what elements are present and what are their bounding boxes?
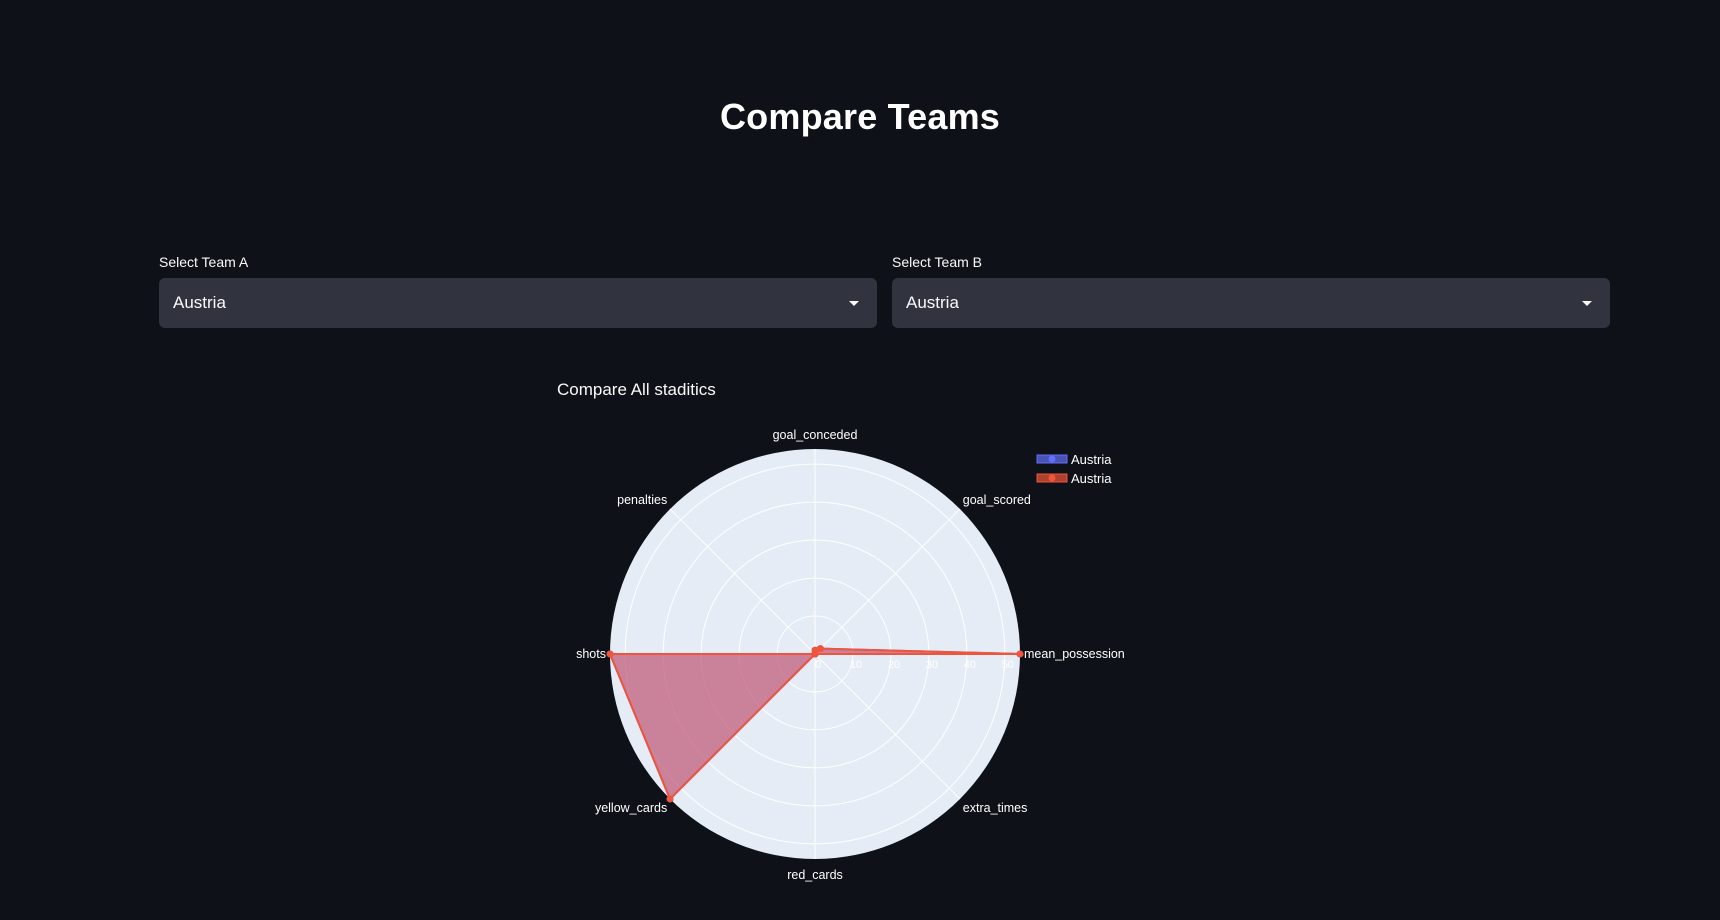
data-point [816, 645, 824, 653]
team-a-label: Select Team A [159, 254, 249, 270]
team-a-select[interactable]: Austria [159, 278, 877, 328]
team-b-select[interactable]: Austria [892, 278, 1610, 328]
legend-marker [1048, 474, 1056, 482]
category-label: mean_possession [1024, 647, 1125, 661]
legend-marker [1048, 455, 1056, 463]
team-a-select-group: Select Team A Austria [159, 254, 877, 328]
legend-item[interactable]: Austria [1036, 452, 1112, 467]
data-point [1016, 650, 1024, 658]
data-point [811, 650, 819, 658]
category-label: penalties [617, 493, 667, 507]
radial-tick-label: 20 [888, 659, 900, 671]
team-b-label: Select Team B [892, 254, 983, 270]
category-label: yellow_cards [595, 801, 667, 815]
radial-tick-label: 10 [850, 659, 862, 671]
page-title: Compare Teams [719, 96, 1001, 137]
category-label: goal_scored [963, 493, 1031, 507]
legend-item[interactable]: Austria [1036, 471, 1112, 486]
radial-tick-label: 50 [1002, 659, 1014, 671]
data-point [606, 650, 614, 658]
radial-tick-label: 30 [926, 659, 938, 671]
chevron-down-icon [1582, 300, 1592, 306]
legend-label: Austria [1071, 471, 1112, 486]
team-a-selected-value: Austria [173, 293, 226, 312]
radial-tick-label: 40 [964, 659, 976, 671]
angular-gridline [814, 508, 961, 655]
chart-title: Compare All staditics [557, 380, 716, 399]
chart-legend: Austria Austria [1036, 452, 1112, 486]
category-label: goal_conceded [773, 428, 858, 442]
radial-tick-label: 0 [815, 659, 821, 671]
angular-gridline [669, 508, 816, 655]
data-point [666, 795, 674, 803]
team-b-selected-value: Austria [906, 293, 959, 312]
category-label: red_cards [787, 868, 843, 882]
team-b-select-group: Select Team B Austria [892, 254, 1610, 328]
angular-gridline [814, 653, 961, 800]
category-label: extra_times [963, 801, 1028, 815]
chevron-down-icon [849, 300, 859, 306]
category-label: shots [576, 647, 606, 661]
legend-label: Austria [1071, 452, 1112, 467]
